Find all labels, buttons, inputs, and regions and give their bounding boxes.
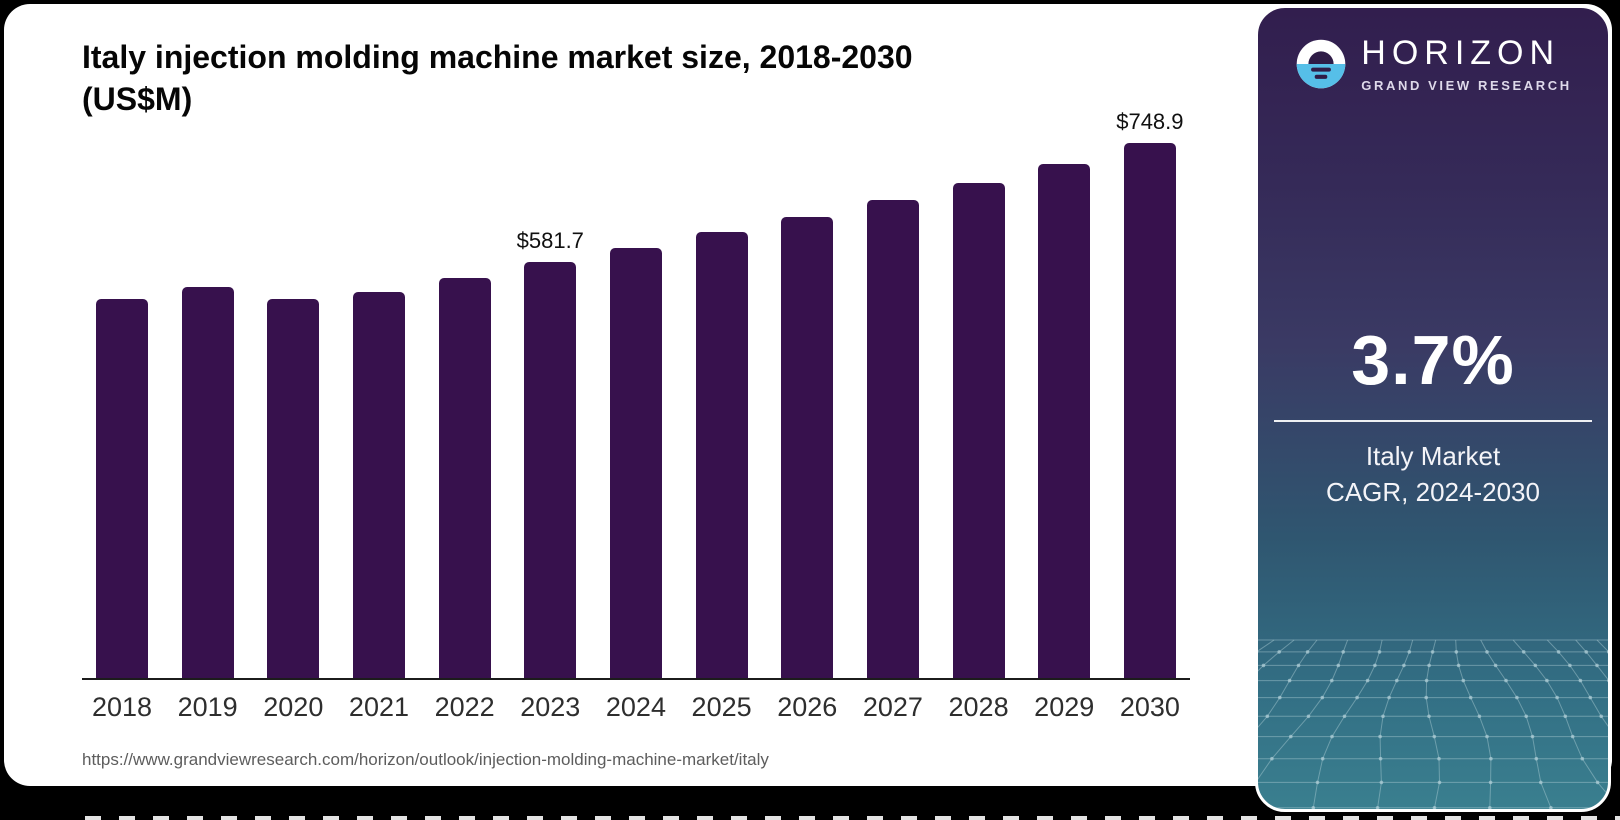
bar-2023: $581.7 (517, 228, 584, 678)
bar-column-2020: 2020 (263, 125, 323, 722)
bar-column-2024: 2024 (606, 125, 666, 722)
mesh-graphic (1258, 634, 1608, 809)
cagr-stat-block: 3.7% Italy Market CAGR, 2024-2030 (1258, 320, 1608, 511)
chart-title-line1: Italy injection molding machine market s… (82, 39, 913, 75)
bar-column-2023: $581.7 2023 (517, 125, 584, 722)
bar-2018 (96, 299, 148, 678)
x-axis-label-2021: 2021 (348, 692, 410, 722)
stat-label-line2: CAGR, 2024-2030 (1326, 477, 1540, 508)
bar-2019 (181, 286, 234, 678)
x-axis-label-2030: 2030 (1119, 692, 1180, 722)
source-url: https://www.grandviewresearch.com/horizo… (82, 750, 769, 769)
bar-column-2022: 2022 (435, 125, 495, 722)
x-axis-label-2027: 2027 (862, 692, 923, 722)
bar-2024 (609, 247, 662, 678)
bar-2025 (695, 232, 748, 678)
bar-2028 (952, 182, 1005, 678)
bottom-dashes (85, 816, 1620, 820)
sidebar-panel: HORIZON GRAND VIEW RESEARCH 3.7% Italy M… (1255, 5, 1611, 812)
bar-2021 (352, 291, 405, 678)
chart-title-line2: (US$M) (82, 81, 193, 118)
bar-column-2028: 2028 (949, 125, 1009, 722)
x-axis-label-2018: 2018 (91, 692, 153, 722)
bar-column-2027: 2027 (863, 125, 923, 722)
sun-over-horizon-icon (1296, 39, 1346, 88)
x-axis-label-2026: 2026 (777, 692, 838, 722)
x-axis-label-2020: 2020 (263, 692, 324, 722)
bar-column-2019: 2019 (178, 125, 238, 722)
bar-2029 (1038, 163, 1091, 678)
stat-label-line1: Italy Market (1365, 441, 1501, 471)
bar-column-2025: 2025 (692, 125, 752, 722)
bar-column-2026: 2026 (777, 125, 837, 722)
chart-title: Italy injection molding machine market s… (82, 36, 1082, 120)
x-axis-label-2023: 2023 (520, 692, 581, 722)
cagr-value: 3.7% (1351, 321, 1515, 399)
x-axis-label-2019: 2019 (177, 692, 238, 722)
x-axis-label-2025: 2025 (691, 692, 752, 722)
horizon-logo: HORIZON GRAND VIEW RESEARCH (1258, 34, 1608, 93)
bar-2026 (781, 216, 834, 678)
bar-column-2029: 2029 (1034, 125, 1094, 722)
bar-2022 (438, 277, 491, 678)
x-axis-label-2022: 2022 (434, 692, 495, 722)
stat-divider (1274, 420, 1592, 422)
bar-2030: $748.9 (1116, 109, 1184, 678)
bar-value-label-2023: $581.7 (516, 228, 584, 254)
logo-text: HORIZON GRAND VIEW RESEARCH (1361, 34, 1571, 93)
bar-value-label-2030: $748.9 (1116, 109, 1184, 134)
bar-column-2021: 2021 (349, 125, 409, 722)
brand-name: HORIZON (1361, 34, 1561, 72)
bar-2027 (866, 200, 919, 678)
bar-column-2030: $748.9 2030 (1116, 109, 1184, 722)
bar-column-2018: 2018 (92, 125, 152, 722)
bar-plot: 2018 2019 2020 2021 2022 $581.7 2023 2024 2025 20… (82, 109, 1190, 722)
brand-subtitle: GRAND VIEW RESEARCH (1361, 78, 1572, 93)
x-axis-label-2024: 2024 (605, 692, 666, 722)
x-axis-label-2029: 2029 (1034, 692, 1095, 722)
stat-label: Italy Market CAGR, 2024-2030 (1258, 438, 1608, 511)
bar-2020 (267, 298, 320, 678)
x-axis-label-2028: 2028 (948, 692, 1009, 722)
